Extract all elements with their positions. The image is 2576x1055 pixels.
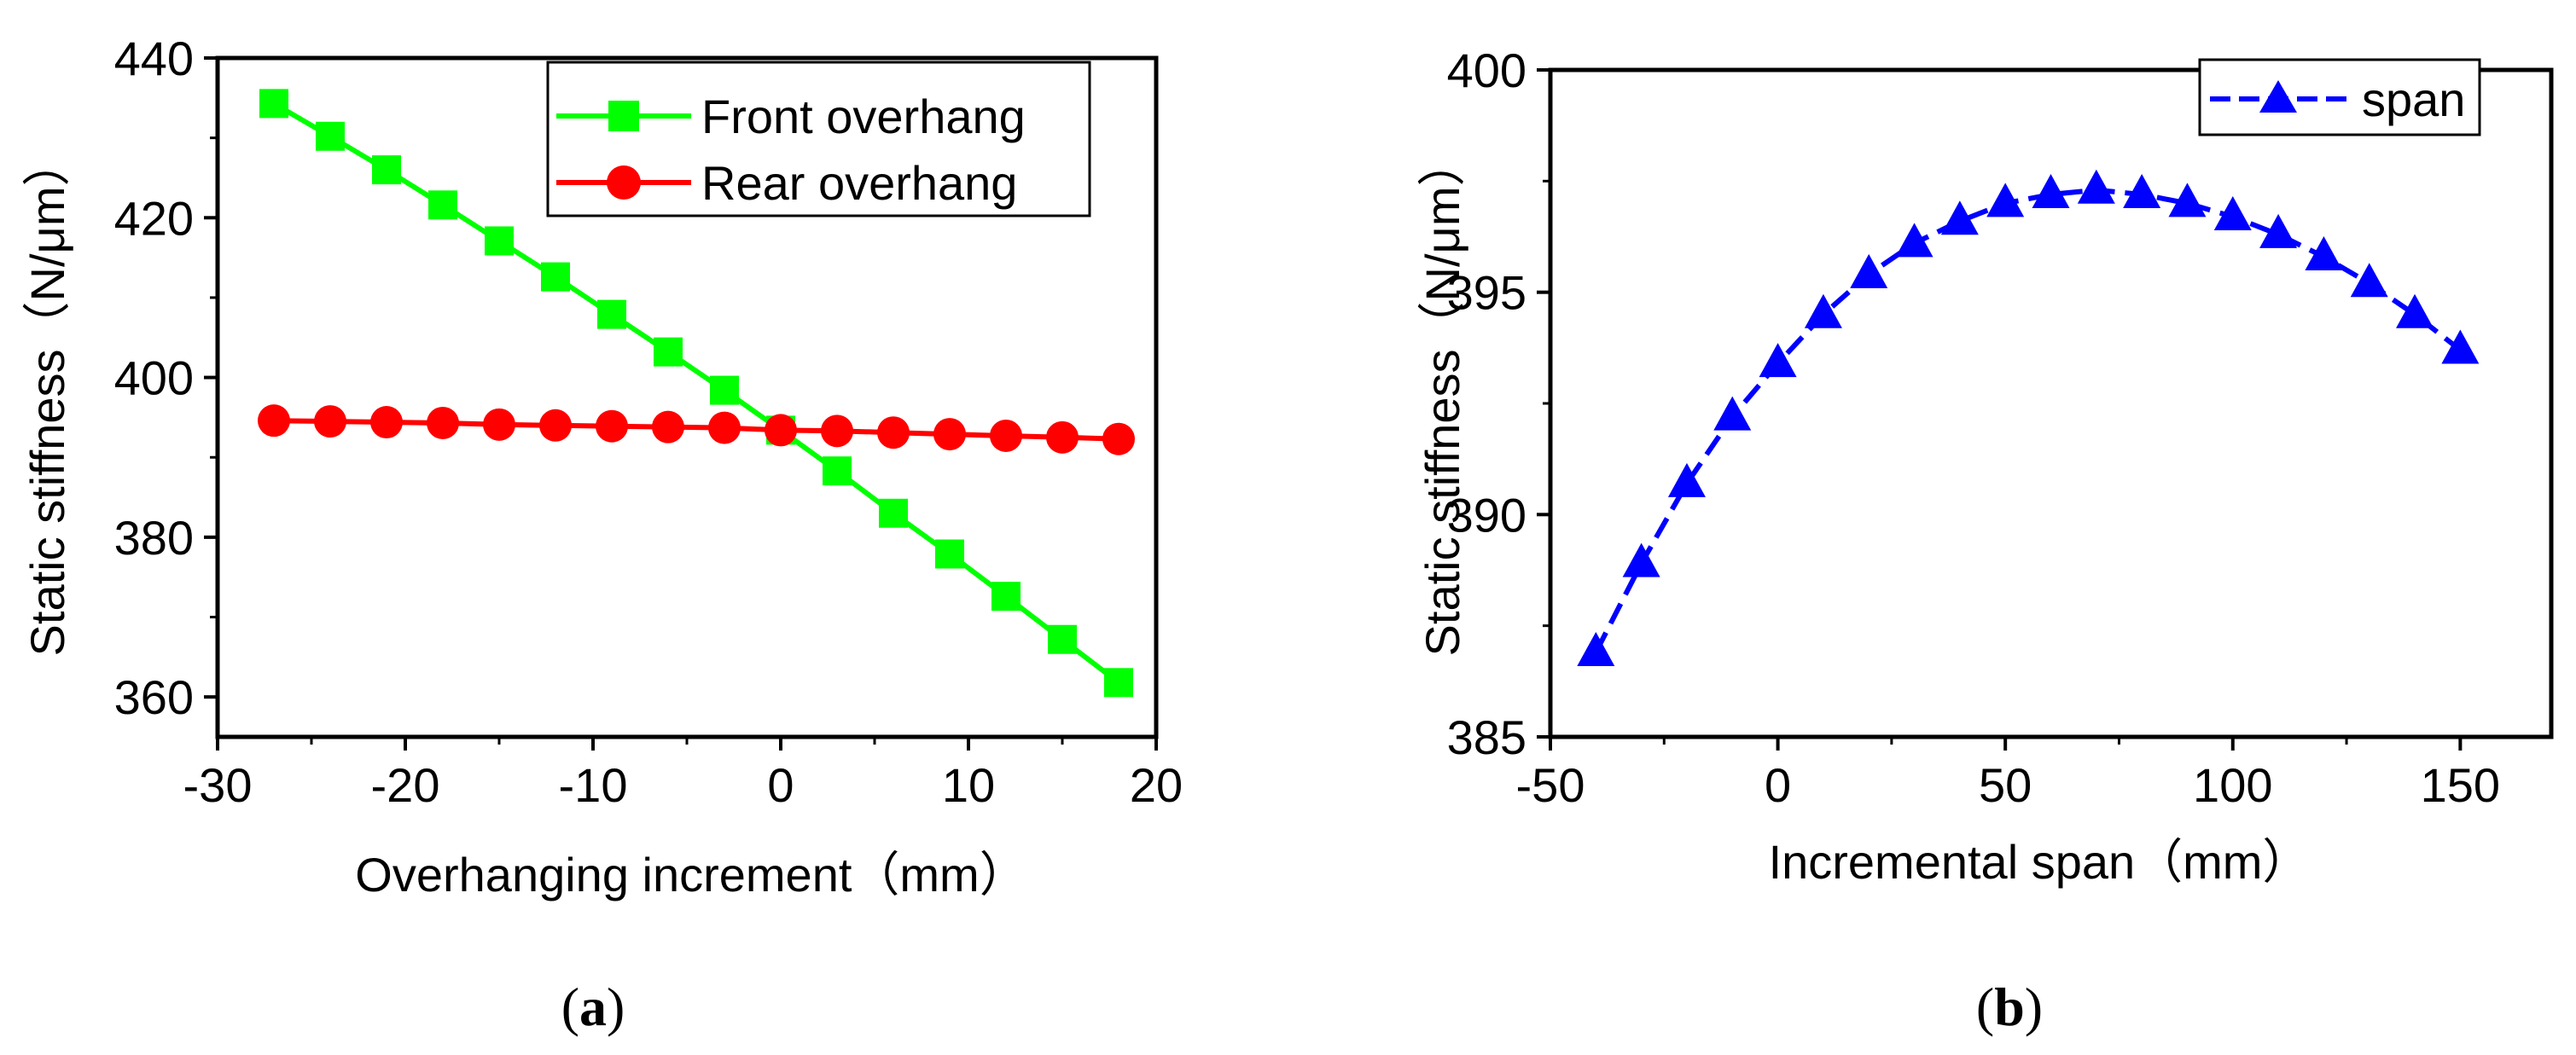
panel-b-point-span <box>2123 173 2161 208</box>
panel-b-x-tick-label: 150 <box>2421 758 2500 812</box>
panel-b-x-tick-label: 0 <box>1765 758 1791 812</box>
panel-a-point-rear-overhang <box>877 416 910 449</box>
panel-a-x-tick-label: -10 <box>559 758 628 812</box>
panel-b-point-span <box>2213 196 2252 231</box>
panel-a-legend-marker-rear <box>607 165 641 200</box>
panel-a-legend: Front overhang Rear overhang <box>546 61 1091 217</box>
panel-b-point-span <box>2305 235 2343 270</box>
panel-a-point-front-overhang <box>991 582 1021 612</box>
panel-b-x-tick-label: -50 <box>1516 758 1585 812</box>
panel-b-point-span <box>2350 263 2388 298</box>
panel-a-point-rear-overhang <box>596 409 628 443</box>
panel-b-x-tick-label: 100 <box>2193 758 2272 812</box>
panel-a-point-front-overhang <box>316 121 345 151</box>
panel-b-point-span <box>1804 293 1842 328</box>
panel-b-point-span <box>2168 183 2207 217</box>
panel-a-plot-area <box>258 89 1135 698</box>
panel-a-point-rear-overhang <box>990 419 1022 452</box>
panel-b-point-span <box>2441 329 2480 364</box>
panel-a-point-front-overhang <box>428 190 457 220</box>
panel-a-point-front-overhang <box>710 375 739 405</box>
panel-b-point-span <box>1577 631 1615 666</box>
panel-b-y-tick-label: 395 <box>1447 266 1526 320</box>
panel-a-point-front-overhang <box>259 89 288 119</box>
panel-b-x-tick-label: 50 <box>1979 758 2032 812</box>
panel-a-point-rear-overhang <box>765 414 797 447</box>
panel-a-x-tick-label: 0 <box>767 758 794 812</box>
panel-a-y-tick-label: 420 <box>114 191 194 245</box>
panel-a-point-rear-overhang <box>314 405 346 438</box>
panel-b-legend: span <box>2198 58 2481 136</box>
panel-a-point-rear-overhang <box>427 406 459 439</box>
panel-a-point-front-overhang <box>485 226 514 256</box>
panel-b-caption-letter: b <box>1994 977 2025 1037</box>
panel-a-y-tick-label: 400 <box>114 351 194 405</box>
panel-a-point-rear-overhang <box>483 408 515 441</box>
panel-b-point-span <box>1759 343 1797 378</box>
panel-b-point-span <box>1667 462 1706 497</box>
panel-a-series-line-rear-overhang <box>273 418 1119 442</box>
panel-a-point-front-overhang <box>597 299 626 329</box>
panel-b-y-tick-label: 400 <box>1447 43 1526 97</box>
panel-a-point-front-overhang <box>1104 668 1133 698</box>
panel-a-y-tick-label: 440 <box>114 32 194 85</box>
panel-a-x-axis-label: Overhanging increment（mm） <box>355 848 1026 901</box>
panel-b-point-span <box>2032 173 2070 208</box>
panel-a-point-front-overhang <box>935 539 964 569</box>
panel-b-plot-area <box>1577 169 2480 666</box>
panel-b-axis-frame <box>1548 67 2554 739</box>
panel-a-x-tick-label: -20 <box>371 758 440 812</box>
panel-b-y-tick-label: 385 <box>1447 710 1526 764</box>
panel-a-point-rear-overhang <box>821 414 853 448</box>
panel-a-x-tick-label: -30 <box>183 758 253 812</box>
panel-a-point-front-overhang <box>823 456 852 486</box>
panel-a-caption-letter: a <box>579 977 607 1037</box>
panel-a-y-tick-label: 360 <box>114 670 194 724</box>
panel-a-point-front-overhang <box>654 337 683 367</box>
panel-a-y-axis-label: Static stiffness（N/μm） <box>20 139 74 657</box>
panel-b-legend-label: span <box>2362 72 2465 126</box>
panel-b-point-span <box>1940 200 1979 235</box>
panel-b-point-span <box>1622 542 1660 577</box>
panel-b-y-axis-label: Static stiffness（N/μm） <box>1416 139 1469 657</box>
panel-a-point-rear-overhang <box>258 404 290 438</box>
panel-a-point-front-overhang <box>1048 624 1077 654</box>
panel-a-point-rear-overhang <box>708 411 741 444</box>
panel-a-x-tick-label: 10 <box>942 758 995 812</box>
panel-b-point-span <box>1986 183 2025 217</box>
panel-a-point-front-overhang <box>879 498 908 528</box>
panel-a-caption: (a) <box>561 977 625 1037</box>
panel-b-point-span <box>2077 169 2115 204</box>
panel-a-legend-marker-front <box>608 101 639 131</box>
panel-b-point-span <box>2259 213 2298 248</box>
panel-b-y-tick-label: 390 <box>1447 488 1526 542</box>
panel-b-legend-marker <box>2259 80 2297 113</box>
panel-a-series-line-front-overhang <box>272 101 1120 685</box>
panel-a-x-tick-label: 20 <box>1130 758 1183 812</box>
panel-a-point-rear-overhang <box>652 410 684 443</box>
panel-a-point-rear-overhang <box>1102 422 1135 455</box>
panel-b-point-span <box>1713 396 1752 431</box>
panel-a-chart: -30 -20 -10 0 10 20 360 380 400 420 440 Front over… <box>20 32 1183 1037</box>
panel-a-y-tick-label: 380 <box>114 511 194 565</box>
panel-a-point-rear-overhang <box>933 418 966 451</box>
panel-b-point-span <box>1895 223 1933 258</box>
panel-b-caption: (b) <box>1976 977 2043 1037</box>
panel-b-point-span <box>1850 253 1888 288</box>
panel-a-point-front-overhang <box>541 262 570 292</box>
panel-a-ticks: -30 -20 -10 0 10 20 360 380 400 420 440 <box>114 32 1183 812</box>
panel-a-point-front-overhang <box>372 155 401 185</box>
panel-a-point-rear-overhang <box>1046 420 1079 454</box>
panel-a-point-rear-overhang <box>539 409 572 442</box>
panel-b-point-span <box>2396 293 2434 328</box>
panel-b-chart: -50 0 50 100 150 385 390 395 400 span Incrementa… <box>1416 43 2554 1037</box>
panel-a-legend-label-rear: Rear overhang <box>701 156 1017 210</box>
panel-a-point-rear-overhang <box>370 406 403 439</box>
panel-b-x-axis-label: Incremental span（mm） <box>1769 835 2311 889</box>
panel-a-legend-label-front: Front overhang <box>701 90 1026 143</box>
panel-b-ticks: -50 0 50 100 150 385 390 395 400 <box>1447 43 2501 812</box>
